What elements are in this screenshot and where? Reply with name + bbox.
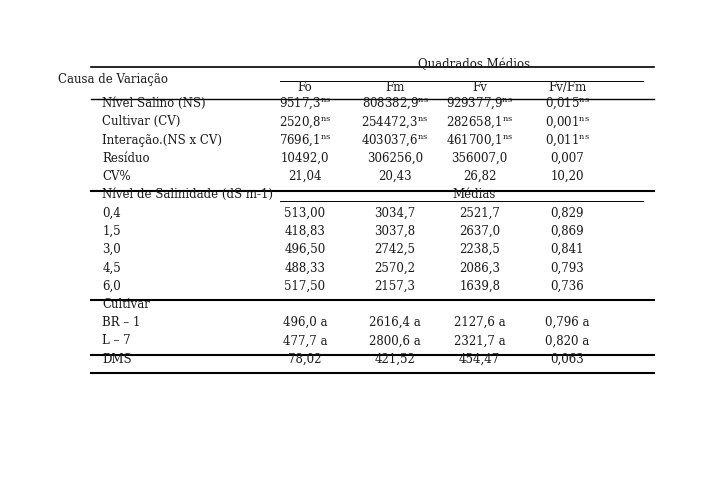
Text: Nível de Salinidade (dS m-1): Nível de Salinidade (dS m-1) xyxy=(102,188,273,202)
Text: 1,5: 1,5 xyxy=(102,225,121,238)
Text: 0,736: 0,736 xyxy=(550,280,584,293)
Text: Médias: Médias xyxy=(452,188,496,202)
Text: 6,0: 6,0 xyxy=(102,280,121,293)
Text: 0,001$^{\mathregular{ns}}$: 0,001$^{\mathregular{ns}}$ xyxy=(545,114,590,129)
Text: 0,4: 0,4 xyxy=(102,206,121,220)
Text: Resíduo: Resíduo xyxy=(102,152,150,165)
Text: 10492,0: 10492,0 xyxy=(281,152,329,165)
Text: 2570,2: 2570,2 xyxy=(374,261,416,275)
Text: 7696,1$^{\mathregular{ns}}$: 7696,1$^{\mathregular{ns}}$ xyxy=(278,132,332,148)
Text: 0,820 a: 0,820 a xyxy=(545,334,589,347)
Text: 282658,1$^{\mathregular{ns}}$: 282658,1$^{\mathregular{ns}}$ xyxy=(446,114,513,129)
Text: 2616,4 a: 2616,4 a xyxy=(369,316,421,329)
Text: 488,33: 488,33 xyxy=(284,261,326,275)
Text: Nível Salino (NS): Nível Salino (NS) xyxy=(102,97,206,110)
Text: 0,063: 0,063 xyxy=(550,353,584,366)
Text: 4,5: 4,5 xyxy=(102,261,121,275)
Text: 2521,7: 2521,7 xyxy=(459,206,500,220)
Text: DMS: DMS xyxy=(102,353,132,366)
Text: 2800,6 a: 2800,6 a xyxy=(369,334,421,347)
Text: Cultivar (CV): Cultivar (CV) xyxy=(102,116,180,128)
Text: 2238,5: 2238,5 xyxy=(459,243,500,256)
Text: Fm: Fm xyxy=(385,81,405,94)
Text: 517,50: 517,50 xyxy=(284,280,326,293)
Text: 356007,0: 356007,0 xyxy=(451,152,507,165)
Text: 3034,7: 3034,7 xyxy=(374,206,416,220)
Text: 808382,9$^{\mathregular{ns}}$: 808382,9$^{\mathregular{ns}}$ xyxy=(361,96,429,111)
Text: Fo: Fo xyxy=(297,81,313,94)
Text: 0,015$^{\mathregular{ns}}$: 0,015$^{\mathregular{ns}}$ xyxy=(545,96,590,111)
Text: Interação.(NS x CV): Interação.(NS x CV) xyxy=(102,134,222,147)
Text: 403037,6$^{\mathregular{ns}}$: 403037,6$^{\mathregular{ns}}$ xyxy=(361,132,429,148)
Text: 2520,8$^{\mathregular{ns}}$: 2520,8$^{\mathregular{ns}}$ xyxy=(278,114,332,129)
Text: 20,43: 20,43 xyxy=(378,170,412,183)
Text: 254472,3$^{\mathregular{ns}}$: 254472,3$^{\mathregular{ns}}$ xyxy=(361,114,429,129)
Text: 2742,5: 2742,5 xyxy=(374,243,416,256)
Text: 418,83: 418,83 xyxy=(284,225,326,238)
Text: 2086,3: 2086,3 xyxy=(459,261,500,275)
Text: 0,793: 0,793 xyxy=(550,261,584,275)
Text: 477,7 a: 477,7 a xyxy=(283,334,327,347)
Text: Cultivar: Cultivar xyxy=(102,298,150,311)
Text: 0,869: 0,869 xyxy=(550,225,584,238)
Text: 1639,8: 1639,8 xyxy=(459,280,500,293)
Text: Fv: Fv xyxy=(473,81,487,94)
Text: 9517,3$^{\mathregular{ns}}$: 9517,3$^{\mathregular{ns}}$ xyxy=(278,96,332,111)
Text: 306256,0: 306256,0 xyxy=(367,152,423,165)
Text: 461700,1$^{\mathregular{ns}}$: 461700,1$^{\mathregular{ns}}$ xyxy=(446,132,513,148)
Text: 2321,7 a: 2321,7 a xyxy=(454,334,505,347)
Text: Causa de Variação: Causa de Variação xyxy=(58,74,169,86)
Text: 78,02: 78,02 xyxy=(288,353,322,366)
Text: L – 7: L – 7 xyxy=(102,334,131,347)
Text: 929377,9$^{\mathregular{ns}}$: 929377,9$^{\mathregular{ns}}$ xyxy=(446,96,513,111)
Text: 496,50: 496,50 xyxy=(284,243,326,256)
Text: 0,007: 0,007 xyxy=(550,152,584,165)
Text: 2127,6 a: 2127,6 a xyxy=(454,316,505,329)
Text: 454,47: 454,47 xyxy=(459,353,500,366)
Text: 0,841: 0,841 xyxy=(550,243,584,256)
Text: 10,20: 10,20 xyxy=(550,170,584,183)
Text: 26,82: 26,82 xyxy=(463,170,497,183)
Text: Quadrados Médios: Quadrados Médios xyxy=(418,58,530,71)
Text: 3037,8: 3037,8 xyxy=(374,225,416,238)
Text: 513,00: 513,00 xyxy=(284,206,326,220)
Text: BR – 1: BR – 1 xyxy=(102,316,140,329)
Text: 421,52: 421,52 xyxy=(374,353,416,366)
Text: 0,011$^{\mathregular{ns}}$: 0,011$^{\mathregular{ns}}$ xyxy=(545,132,590,148)
Text: 3,0: 3,0 xyxy=(102,243,121,256)
Text: 21,04: 21,04 xyxy=(288,170,322,183)
Text: 0,829: 0,829 xyxy=(550,206,584,220)
Text: CV%: CV% xyxy=(102,170,131,183)
Text: 0,796 a: 0,796 a xyxy=(545,316,589,329)
Text: 2157,3: 2157,3 xyxy=(374,280,416,293)
Text: Fv/Fm: Fv/Fm xyxy=(548,81,586,94)
Text: 2637,0: 2637,0 xyxy=(459,225,500,238)
Text: 496,0 a: 496,0 a xyxy=(283,316,327,329)
